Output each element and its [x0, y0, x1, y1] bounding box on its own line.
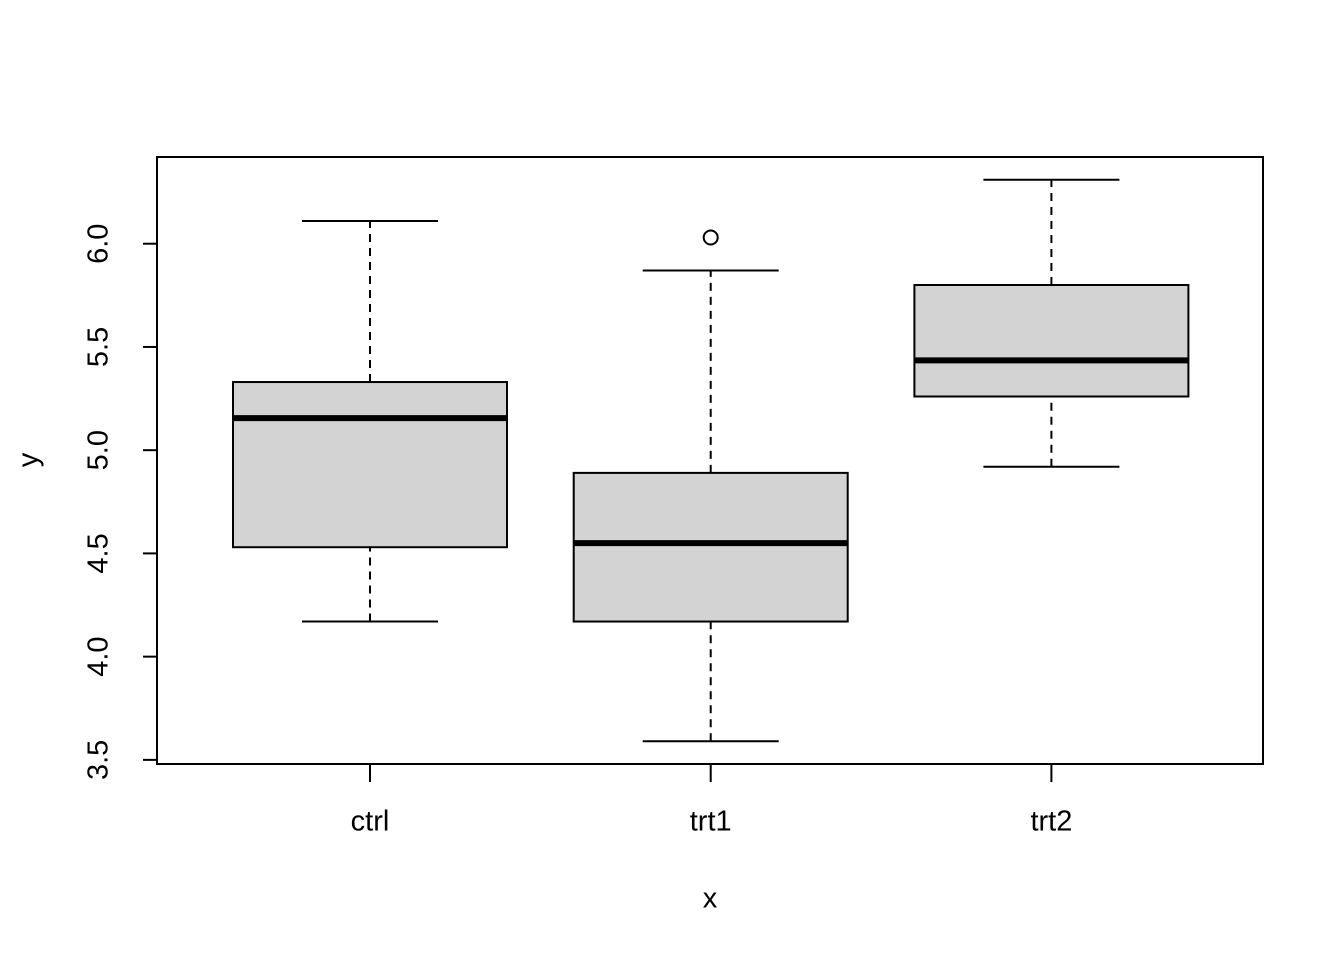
y-tick-label: 5.0 [83, 430, 115, 470]
y-tick-label: 3.5 [83, 740, 115, 780]
outlier [702, 229, 719, 246]
y-tick-label: 6.0 [83, 224, 115, 264]
x-tick-label: trt1 [690, 806, 732, 838]
box [232, 381, 508, 549]
box [913, 284, 1190, 398]
y-tick-label: 5.5 [83, 327, 115, 367]
x-tick-label: trt2 [1030, 806, 1072, 838]
box [572, 471, 849, 623]
x-axis-label: x [703, 883, 718, 915]
y-tick-label: 4.5 [83, 533, 115, 573]
x-tick-label: ctrl [351, 806, 390, 838]
y-tick-label: 4.0 [83, 636, 115, 676]
y-axis-label: y [13, 452, 45, 467]
